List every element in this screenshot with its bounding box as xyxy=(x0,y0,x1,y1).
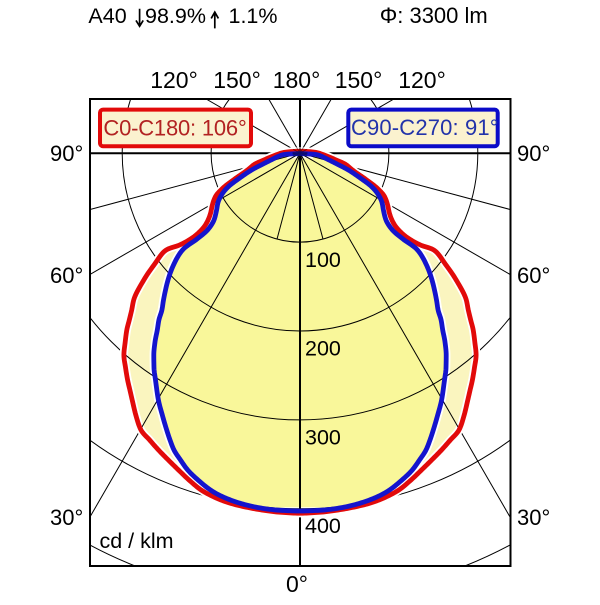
svg-text:90°: 90° xyxy=(50,141,83,166)
svg-text:120°: 120° xyxy=(398,67,446,93)
svg-text:300: 300 xyxy=(305,425,341,449)
svg-text:0°: 0° xyxy=(286,571,308,597)
svg-text:100: 100 xyxy=(305,248,341,272)
svg-text:60°: 60° xyxy=(517,263,550,288)
svg-text:Φ: 3300 lm: Φ: 3300 lm xyxy=(380,3,488,28)
svg-text:C0-C180: 106°: C0-C180: 106° xyxy=(103,115,246,140)
svg-text:C90-C270: 91°: C90-C270: 91° xyxy=(351,115,499,140)
svg-text:A40: A40 xyxy=(88,4,126,28)
svg-text:150°: 150° xyxy=(335,67,383,93)
svg-text:150°: 150° xyxy=(213,67,261,93)
svg-text:30°: 30° xyxy=(50,505,83,530)
svg-text:1.1%: 1.1% xyxy=(229,4,278,28)
svg-text:30°: 30° xyxy=(517,505,550,530)
svg-text:180°: 180° xyxy=(273,67,321,93)
svg-text:120°: 120° xyxy=(150,67,198,93)
svg-text:60°: 60° xyxy=(50,263,83,288)
svg-text:90°: 90° xyxy=(517,141,550,166)
svg-text:98.9%: 98.9% xyxy=(145,4,206,28)
svg-text:200: 200 xyxy=(305,337,341,361)
svg-text:400: 400 xyxy=(305,514,341,538)
svg-text:cd / klm: cd / klm xyxy=(100,529,174,553)
